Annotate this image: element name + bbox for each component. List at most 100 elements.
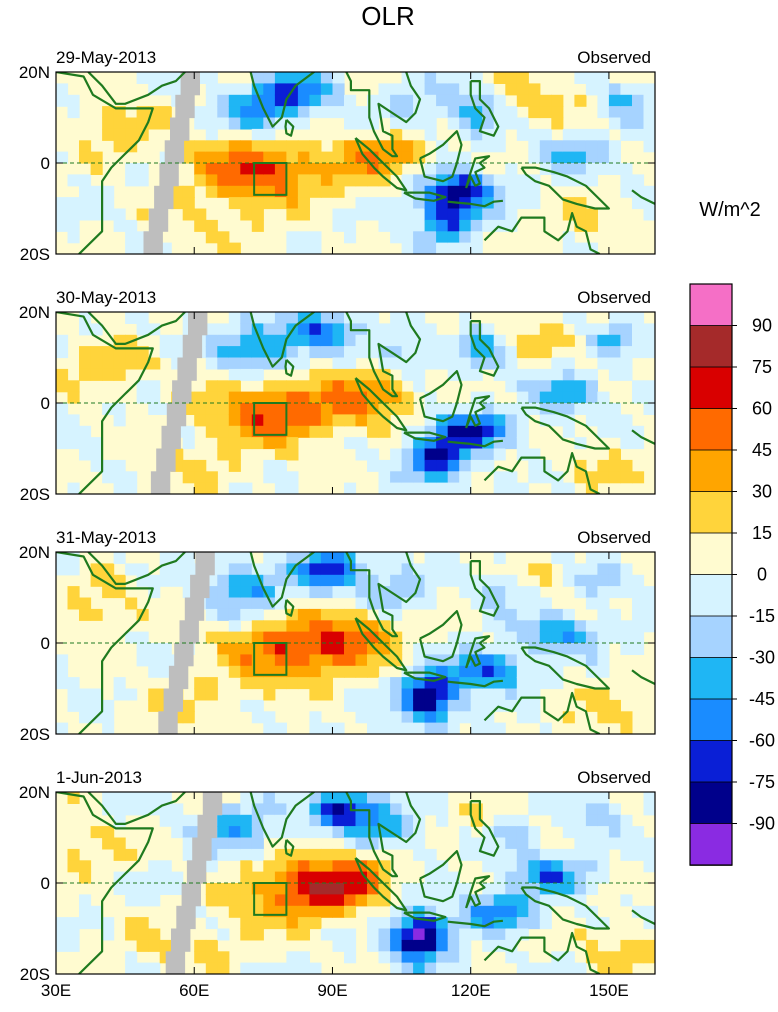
field-cell	[228, 174, 241, 187]
field-cell	[505, 677, 518, 690]
field-cell	[102, 197, 115, 210]
field-cell	[90, 185, 103, 198]
field-cell	[159, 871, 172, 884]
field-cell	[286, 643, 299, 655]
field-cell	[585, 414, 598, 427]
field-cell	[217, 643, 230, 655]
field-cell	[79, 917, 92, 930]
field-cell	[182, 563, 195, 576]
field-cell	[194, 459, 207, 472]
field-cell	[482, 334, 495, 347]
field-cell	[562, 128, 575, 141]
y-tick-label: 0	[41, 394, 50, 413]
coastline	[418, 609, 463, 663]
field-cell	[332, 312, 345, 324]
field-cell	[585, 792, 598, 804]
field-cell	[516, 334, 529, 347]
field-cell	[401, 174, 414, 187]
field-cell	[332, 803, 345, 816]
field-cell	[367, 883, 380, 895]
field-cell	[125, 917, 138, 930]
field-cell	[332, 871, 345, 884]
y-tick-label: 20N	[19, 783, 50, 802]
field-cell	[551, 608, 564, 621]
field-cell	[251, 151, 264, 164]
missing-data-cell	[170, 117, 190, 141]
field-cell	[390, 711, 403, 724]
field-cell	[585, 814, 598, 827]
field-cell	[102, 586, 115, 599]
field-cell	[228, 323, 241, 336]
field-cell	[493, 860, 506, 873]
field-cell	[274, 574, 287, 587]
field-cell	[459, 688, 472, 701]
field-cell	[505, 894, 518, 907]
field-cell	[332, 368, 345, 381]
coastline	[403, 911, 447, 922]
field-cell	[286, 72, 299, 84]
field-cell	[67, 563, 80, 576]
panel-source: Observed	[577, 768, 651, 787]
field-cell	[505, 414, 518, 427]
field-cell	[424, 792, 437, 804]
field-cell	[505, 883, 518, 895]
field-cell	[205, 631, 218, 644]
field-cell	[482, 140, 495, 153]
field-cell	[608, 334, 621, 347]
field-cell	[344, 357, 357, 370]
field-cell	[309, 883, 322, 895]
field-cell	[90, 688, 103, 701]
field-cell	[401, 106, 414, 119]
field-cell	[263, 883, 276, 895]
field-cell	[608, 163, 621, 175]
field-cell	[608, 368, 621, 381]
field-cell	[585, 688, 598, 701]
field-cell	[436, 814, 449, 827]
field-cell	[344, 688, 357, 701]
field-cell	[367, 312, 380, 324]
field-cell	[401, 699, 414, 712]
field-cell	[643, 208, 655, 221]
field-cell	[447, 574, 460, 587]
field-cell	[401, 894, 414, 907]
field-cell	[79, 905, 92, 918]
field-cell	[632, 574, 645, 587]
field-cell	[436, 962, 449, 974]
field-cell	[597, 826, 610, 839]
field-cell	[574, 163, 587, 175]
coastline	[447, 439, 504, 448]
field-cell	[320, 563, 333, 576]
coastline	[403, 191, 447, 202]
missing-data-cell	[164, 140, 185, 164]
missing-data-cell	[166, 403, 187, 427]
field-cell	[390, 346, 403, 359]
field-cell	[390, 231, 403, 244]
field-cell	[516, 677, 529, 690]
field-cell	[516, 72, 529, 84]
field-cell	[528, 792, 541, 804]
field-cell	[470, 597, 483, 610]
field-cell	[539, 380, 552, 393]
field-cell	[332, 83, 345, 96]
field-cell	[136, 792, 149, 804]
field-cell	[286, 151, 299, 164]
field-cell	[632, 174, 645, 187]
field-cell	[447, 699, 460, 712]
field-cell	[551, 140, 564, 153]
field-cell	[632, 323, 645, 336]
field-cell	[424, 334, 437, 347]
field-cell	[493, 665, 506, 678]
field-cell	[125, 140, 138, 153]
field-cell	[194, 117, 207, 130]
field-cell	[228, 814, 241, 827]
field-cell	[528, 711, 541, 724]
field-cell	[401, 803, 414, 816]
field-cell	[355, 368, 368, 381]
field-cell	[401, 826, 414, 839]
field-cell	[459, 242, 472, 254]
field-cell	[597, 140, 610, 153]
field-cell	[205, 72, 218, 84]
field-cell	[113, 219, 126, 232]
field-cell	[597, 72, 610, 84]
field-cell	[67, 197, 80, 210]
